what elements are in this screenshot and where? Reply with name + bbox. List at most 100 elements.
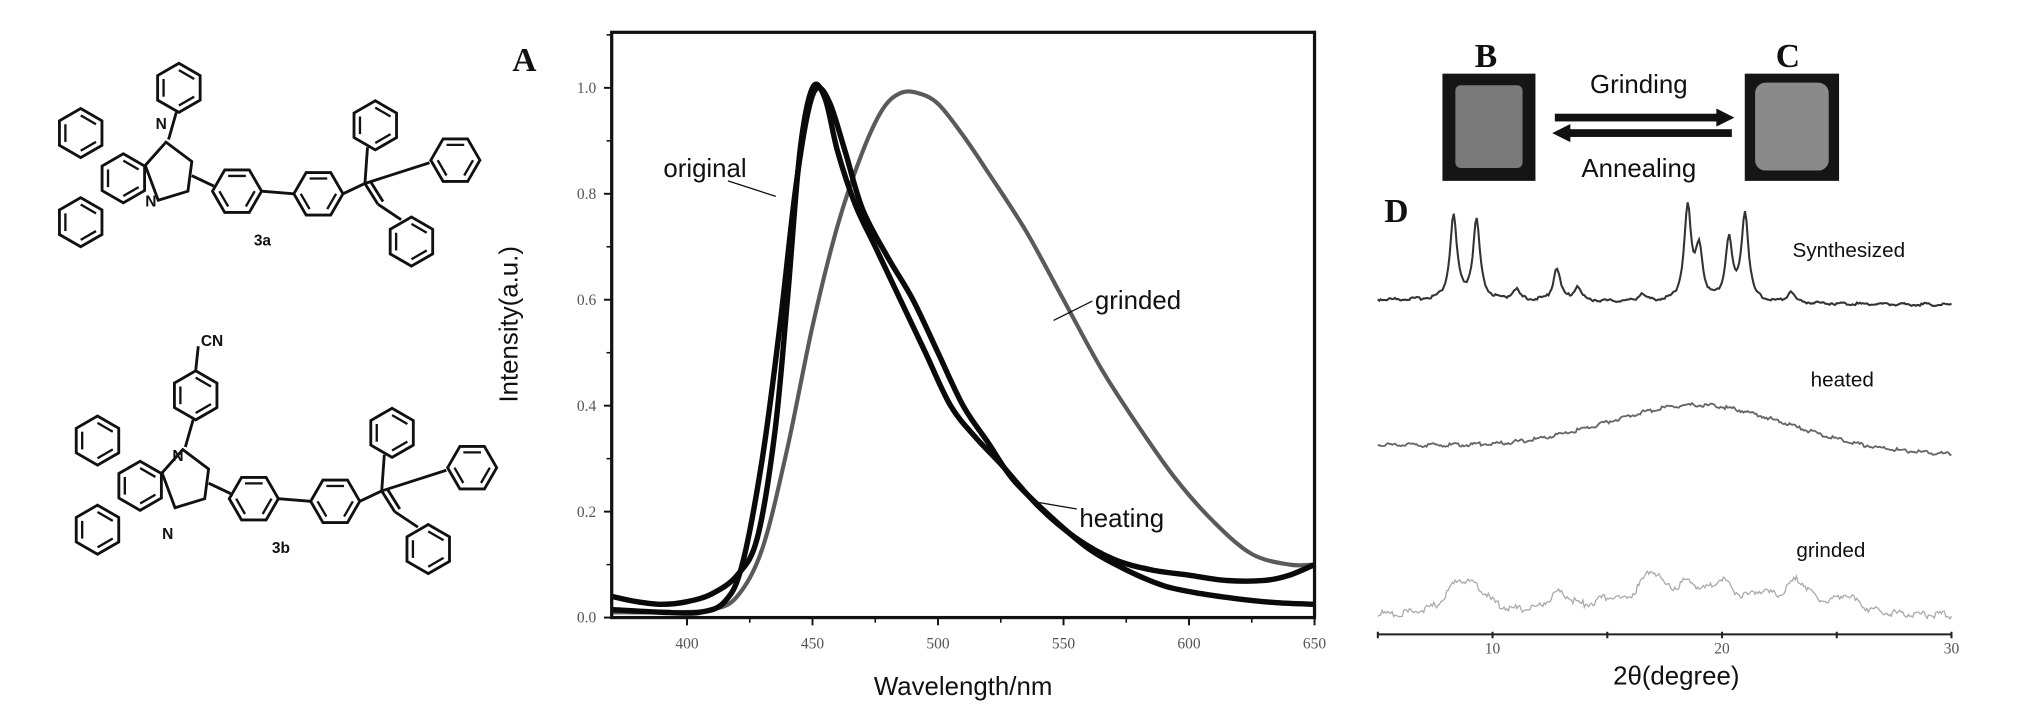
phenanthrene-ring-double-bond — [96, 448, 114, 460]
phenylene-ring-double-bond — [326, 193, 338, 210]
tpe-phenyl-ring-double-bond — [479, 467, 491, 484]
series-line-grinded — [611, 89, 1315, 615]
atom-label-n1-3b: N — [172, 448, 183, 465]
x-tick-label: 450 — [801, 636, 825, 653]
xrd-tick-label: 10 — [1485, 641, 1501, 658]
series-label-heated: heated — [1811, 368, 1874, 391]
phenanthrene-ring — [58, 106, 104, 160]
series-label-synthesized: Synthesized — [1793, 239, 1906, 262]
atom-label-n1-3a: N — [156, 116, 167, 133]
bond — [207, 481, 232, 495]
phenanthrene-ring-double-bond — [96, 537, 114, 549]
n-phenyl-ring-double-bond — [178, 95, 195, 107]
tpe-phenyl-ring-double-bond — [410, 222, 428, 234]
tpe-phenyl-ring-double-bond — [453, 467, 465, 484]
emission-spectrum-chart: 400 450 500 550 600 650 0.0 0.2 0.4 0.6 0.8 1.0 — [577, 30, 1326, 653]
xrd-x-axis-label: 2θ(degree) — [1613, 663, 1739, 691]
annotation-leader-grinded — [1053, 300, 1093, 321]
xrd-chart: 10 20 30 — [1376, 202, 1959, 658]
phenylene-ring — [227, 476, 281, 522]
tpe-phenyl-ring-double-bond — [427, 530, 445, 542]
x-tick-label: 400 — [675, 636, 699, 653]
phenanthrene-ring-double-bond — [96, 421, 114, 433]
xrd-trace-synthesized — [1377, 202, 1953, 308]
tpe-phenyl-ring-double-bond — [463, 159, 475, 177]
bond — [381, 468, 447, 493]
alkene-bond — [363, 182, 380, 205]
tpe-phenyl-ring-double-bond — [374, 133, 392, 145]
imidazole-ring — [160, 447, 211, 510]
phenanthrene-ring — [74, 503, 121, 556]
panel-label-d: D — [1384, 193, 1408, 230]
phenylene-ring-double-bond — [235, 498, 246, 515]
bond — [377, 202, 402, 221]
bond — [191, 174, 215, 188]
n-phenyl-ring-double-bond — [178, 69, 195, 81]
x-tick-label: 600 — [1177, 636, 1201, 653]
annealing-label: Annealing — [1581, 155, 1696, 183]
series-label-grinded: grinded — [1796, 539, 1865, 562]
x-axis-label: Wavelength/nm — [874, 673, 1053, 701]
atom-label-n2-3b: N — [162, 526, 173, 543]
phenylene-ring-double-bond — [218, 190, 230, 208]
annotation-leader-heating — [1031, 500, 1077, 510]
y-tick-label: 0.4 — [577, 398, 597, 415]
bond — [359, 489, 383, 503]
n-phenyl-ring-double-bond — [195, 403, 212, 415]
compound-label-3a: 3a — [254, 232, 272, 249]
n-phenyl-ring — [173, 369, 219, 422]
series-line-original — [611, 81, 1316, 608]
phenylene-ring-double-bond — [261, 498, 273, 515]
photo-b — [1442, 73, 1536, 181]
series-line-heating — [611, 84, 1315, 616]
bond — [342, 182, 366, 196]
tpe-phenyl-ring — [445, 445, 499, 491]
atom-label-cn: CN — [201, 333, 223, 350]
y-tick-label: 0.8 — [577, 186, 597, 203]
alkene-bond — [368, 180, 385, 203]
phenanthrene-ring — [58, 196, 104, 249]
atom-label-n2-3a: N — [145, 194, 156, 211]
xrd-trace-grinded — [1377, 569, 1953, 621]
plot-frame — [610, 30, 1317, 620]
xrd-tick-label: 20 — [1714, 641, 1730, 658]
x-tick-label: 650 — [1303, 636, 1326, 653]
x-tick-label: 500 — [926, 636, 950, 653]
phenanthrene-ring-double-bond — [96, 511, 114, 522]
photo-c — [1744, 73, 1840, 181]
phenanthrene-ring-double-bond — [139, 467, 157, 478]
annotation-heating: heating — [1079, 505, 1164, 533]
y-tick-label: 0.0 — [577, 610, 597, 627]
y-tick-label: 1.0 — [577, 80, 597, 97]
tpe-phenyl-ring — [429, 137, 482, 183]
panel-label-c: C — [1776, 38, 1800, 75]
bond — [261, 189, 294, 196]
tpe-phenyl-ring — [352, 99, 398, 152]
phenanthrene-ring — [74, 414, 121, 467]
phenylene-ring-double-bond — [244, 190, 256, 208]
y-axis-label: Intensity(a.u.) — [495, 246, 523, 402]
n-phenyl-ring — [156, 61, 202, 115]
phenylene-ring — [210, 168, 264, 214]
bond — [380, 454, 386, 492]
sample-powder-c — [1755, 82, 1829, 171]
bond — [363, 147, 369, 184]
phenylene-ring — [309, 478, 362, 524]
tpe-phenyl-ring-double-bond — [427, 556, 445, 568]
annotation-original: original — [663, 155, 746, 183]
tpe-phenyl-ring-double-bond — [391, 414, 408, 425]
panel-label-a: A — [512, 42, 536, 79]
y-tick-label: 0.2 — [577, 504, 596, 521]
tpe-phenyl-ring-double-bond — [391, 440, 408, 452]
grinding-label: Grinding — [1590, 71, 1688, 99]
tpe-phenyl-ring — [388, 215, 435, 268]
phenanthrene-ring-double-bond — [80, 230, 97, 241]
bond — [183, 419, 195, 448]
phenanthrene-ring-double-bond — [80, 114, 97, 126]
alkene-bond — [385, 487, 402, 510]
phenylene-ring-double-bond — [343, 500, 354, 518]
y-tick-label: 0.6 — [577, 292, 597, 309]
phenanthrene-ring-double-bond — [122, 186, 140, 197]
annotation-leader-original — [727, 180, 776, 197]
